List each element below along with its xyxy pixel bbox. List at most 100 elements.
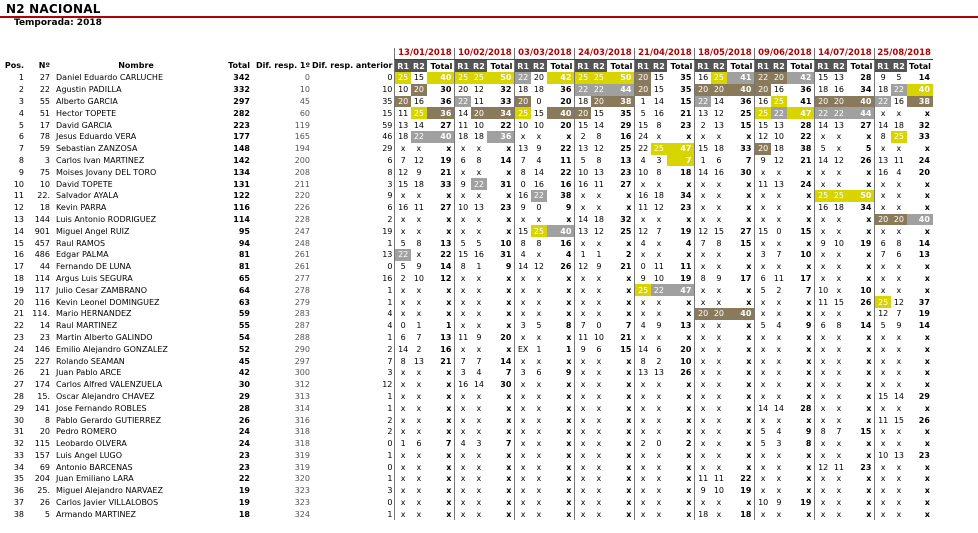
event-3-r1-cell: x [514,449,531,462]
event-4-r2-cell: x [596,297,602,307]
event-1-total-cell: 27 [440,203,452,213]
event-5-r1-cell: 15 [634,119,651,131]
event-8-r2-cell: x [836,226,842,236]
event-3-r2-cell: 9 [536,144,542,154]
row-dif-prev: 46 [382,132,393,142]
event-8-total-cell: x [866,486,872,496]
event-1-r1-cell: 5 [394,260,411,273]
event-1-r2-cell: 2 [416,344,422,354]
event-8-total-cell: x [866,474,872,484]
event-4-r2-cell: 25 [590,72,607,84]
event-3-header-r1: R1 [514,59,531,72]
event-4-total-cell: x [626,427,632,437]
event-2-r1-cell: 18 [454,130,471,143]
event-4-r1-cell: 11 [574,331,591,344]
event-5-total-cell: 23 [680,203,692,213]
event-3-r2-cell: 15 [533,108,544,118]
event-4-r2-cell: 12 [593,226,604,236]
event-3-r1-cell: 9 [514,201,531,214]
event-4-r2-cell: 15 [593,108,604,118]
event-3-r2-cell: 25 [530,225,547,238]
event-7-r1-cell: x [754,508,771,521]
event-8-total-cell: 26 [860,297,872,307]
row-number: 44 [39,262,50,272]
event-5-total-cell: 18 [680,167,692,177]
row-number: 227 [34,356,50,366]
event-6-r1-cell: x [694,390,711,403]
event-4-total-cell: 25 [620,144,632,154]
event-2-total-cell: x [506,415,512,425]
event-3-r2-cell: 5 [536,321,542,331]
event-1-r1-cell: x [394,508,411,521]
event-8-total-cell: 26 [860,155,872,165]
event-5-r2-cell: x [656,427,662,437]
event-8-r2-cell: 16 [833,85,844,95]
event-8-r1-cell: 18 [814,83,831,96]
event-8-total-cell: 27 [860,120,872,130]
event-6-total-cell: x [746,332,752,342]
event-1-r1-cell: x [394,296,411,308]
table-row: 10 10 David TOPETE 131 211 3 15 18 33 9 22 31 0 16 16 1… [0,178,933,190]
event-6-r2-cell: 11 [713,474,724,484]
event-9-total-cell: x [924,144,930,154]
event-8-r2-cell: 15 [833,297,844,307]
event-5-total-cell: x [686,427,692,437]
event-2-r2-cell: x [476,474,482,484]
event-2-total-cell: x [506,226,512,236]
row-dif-prev: 4 [387,321,393,331]
event-4-total-cell: x [626,273,632,283]
row-name: Pedro ROMERO [56,427,117,437]
event-4-r1-cell: x [574,366,591,379]
event-1-total-cell: 21 [440,356,452,366]
event-3-total-cell: 8 [565,321,572,331]
event-8-r2-cell: 22 [830,107,847,120]
event-5-r2-cell: x [656,250,662,260]
event-1-header-evtotal: Total [426,59,455,72]
event-6-r2-cell: x [716,439,722,449]
row-position: 5 [18,120,24,130]
table-row: 31 20 Pedro ROMERO 24 318 2 x x x x x x x x x x x x x x x x x x… [0,425,933,438]
event-9-r2-cell: x [896,144,902,154]
event-3-r2-cell: x [536,462,542,472]
event-9-total-cell: x [924,462,930,472]
event-8-r2-cell: x [836,167,842,177]
event-3-total-cell: 36 [560,85,572,95]
row-name: Argus Luis SEGURA [56,273,133,283]
event-7-total-cell: x [806,167,812,177]
event-2-r1-cell: x [454,508,471,521]
event-3-r1-cell: 14 [514,260,531,273]
event-3-total-cell: 9 [565,203,572,213]
table-row: 33 157 Luis Angel LUGO 23 319 1 x x x x x x x x x x x x x x… [0,449,933,462]
event-5-total-cell: 7 [666,154,695,167]
event-5-total-cell: x [686,132,692,142]
event-date-8: 14/07/2018 [814,48,875,60]
event-7-total-cell: 7 [805,285,812,295]
event-8-r1-cell: x [814,355,831,367]
event-2-r2-cell: x [476,486,482,496]
event-2-r2-cell: x [476,344,482,354]
event-6-total-cell: x [746,285,752,295]
event-6-r1-cell: 7 [694,237,711,249]
row-name: Martin Alberto GALINDO [56,332,153,342]
event-6-r2-cell: x [716,427,722,437]
event-6-r1-cell: x [694,343,711,356]
event-3-total-cell: x [566,309,572,319]
row-dif-first: 324 [294,509,310,519]
event-4-r2-cell: 0 [596,321,602,331]
event-9-r1-cell: 11 [874,414,891,426]
row-dif-prev: 4 [387,309,393,319]
event-5-total-cell: 19 [680,226,692,236]
table-row: 23 23 Martin Alberto GALINDO 54 288 1 6 7 13 11 9 2… [0,331,933,344]
event-9-r2-cell: x [896,226,902,236]
event-6-r2-cell: x [716,450,722,460]
table-row: 26 21 Juan Pablo ARCE 42 300 3 x x x 3 4 7 3 6 9 x x x 13 1… [0,366,933,379]
row-name: Alberto GARCIA [56,96,118,106]
event-2-r2-cell: 25 [470,72,487,84]
event-8-total-cell: 40 [846,95,875,108]
row-dif-prev: 6 [387,203,393,213]
event-6-total-cell: x [746,462,752,472]
event-6-total-cell: 15 [740,120,752,130]
event-5-r1-cell: x [634,484,651,497]
event-6-total-cell: 17 [740,273,752,283]
table-row: 1 27 Daniel Eduardo CARLUCHE 342 0 0 25 15 40 25 2… [0,72,933,84]
